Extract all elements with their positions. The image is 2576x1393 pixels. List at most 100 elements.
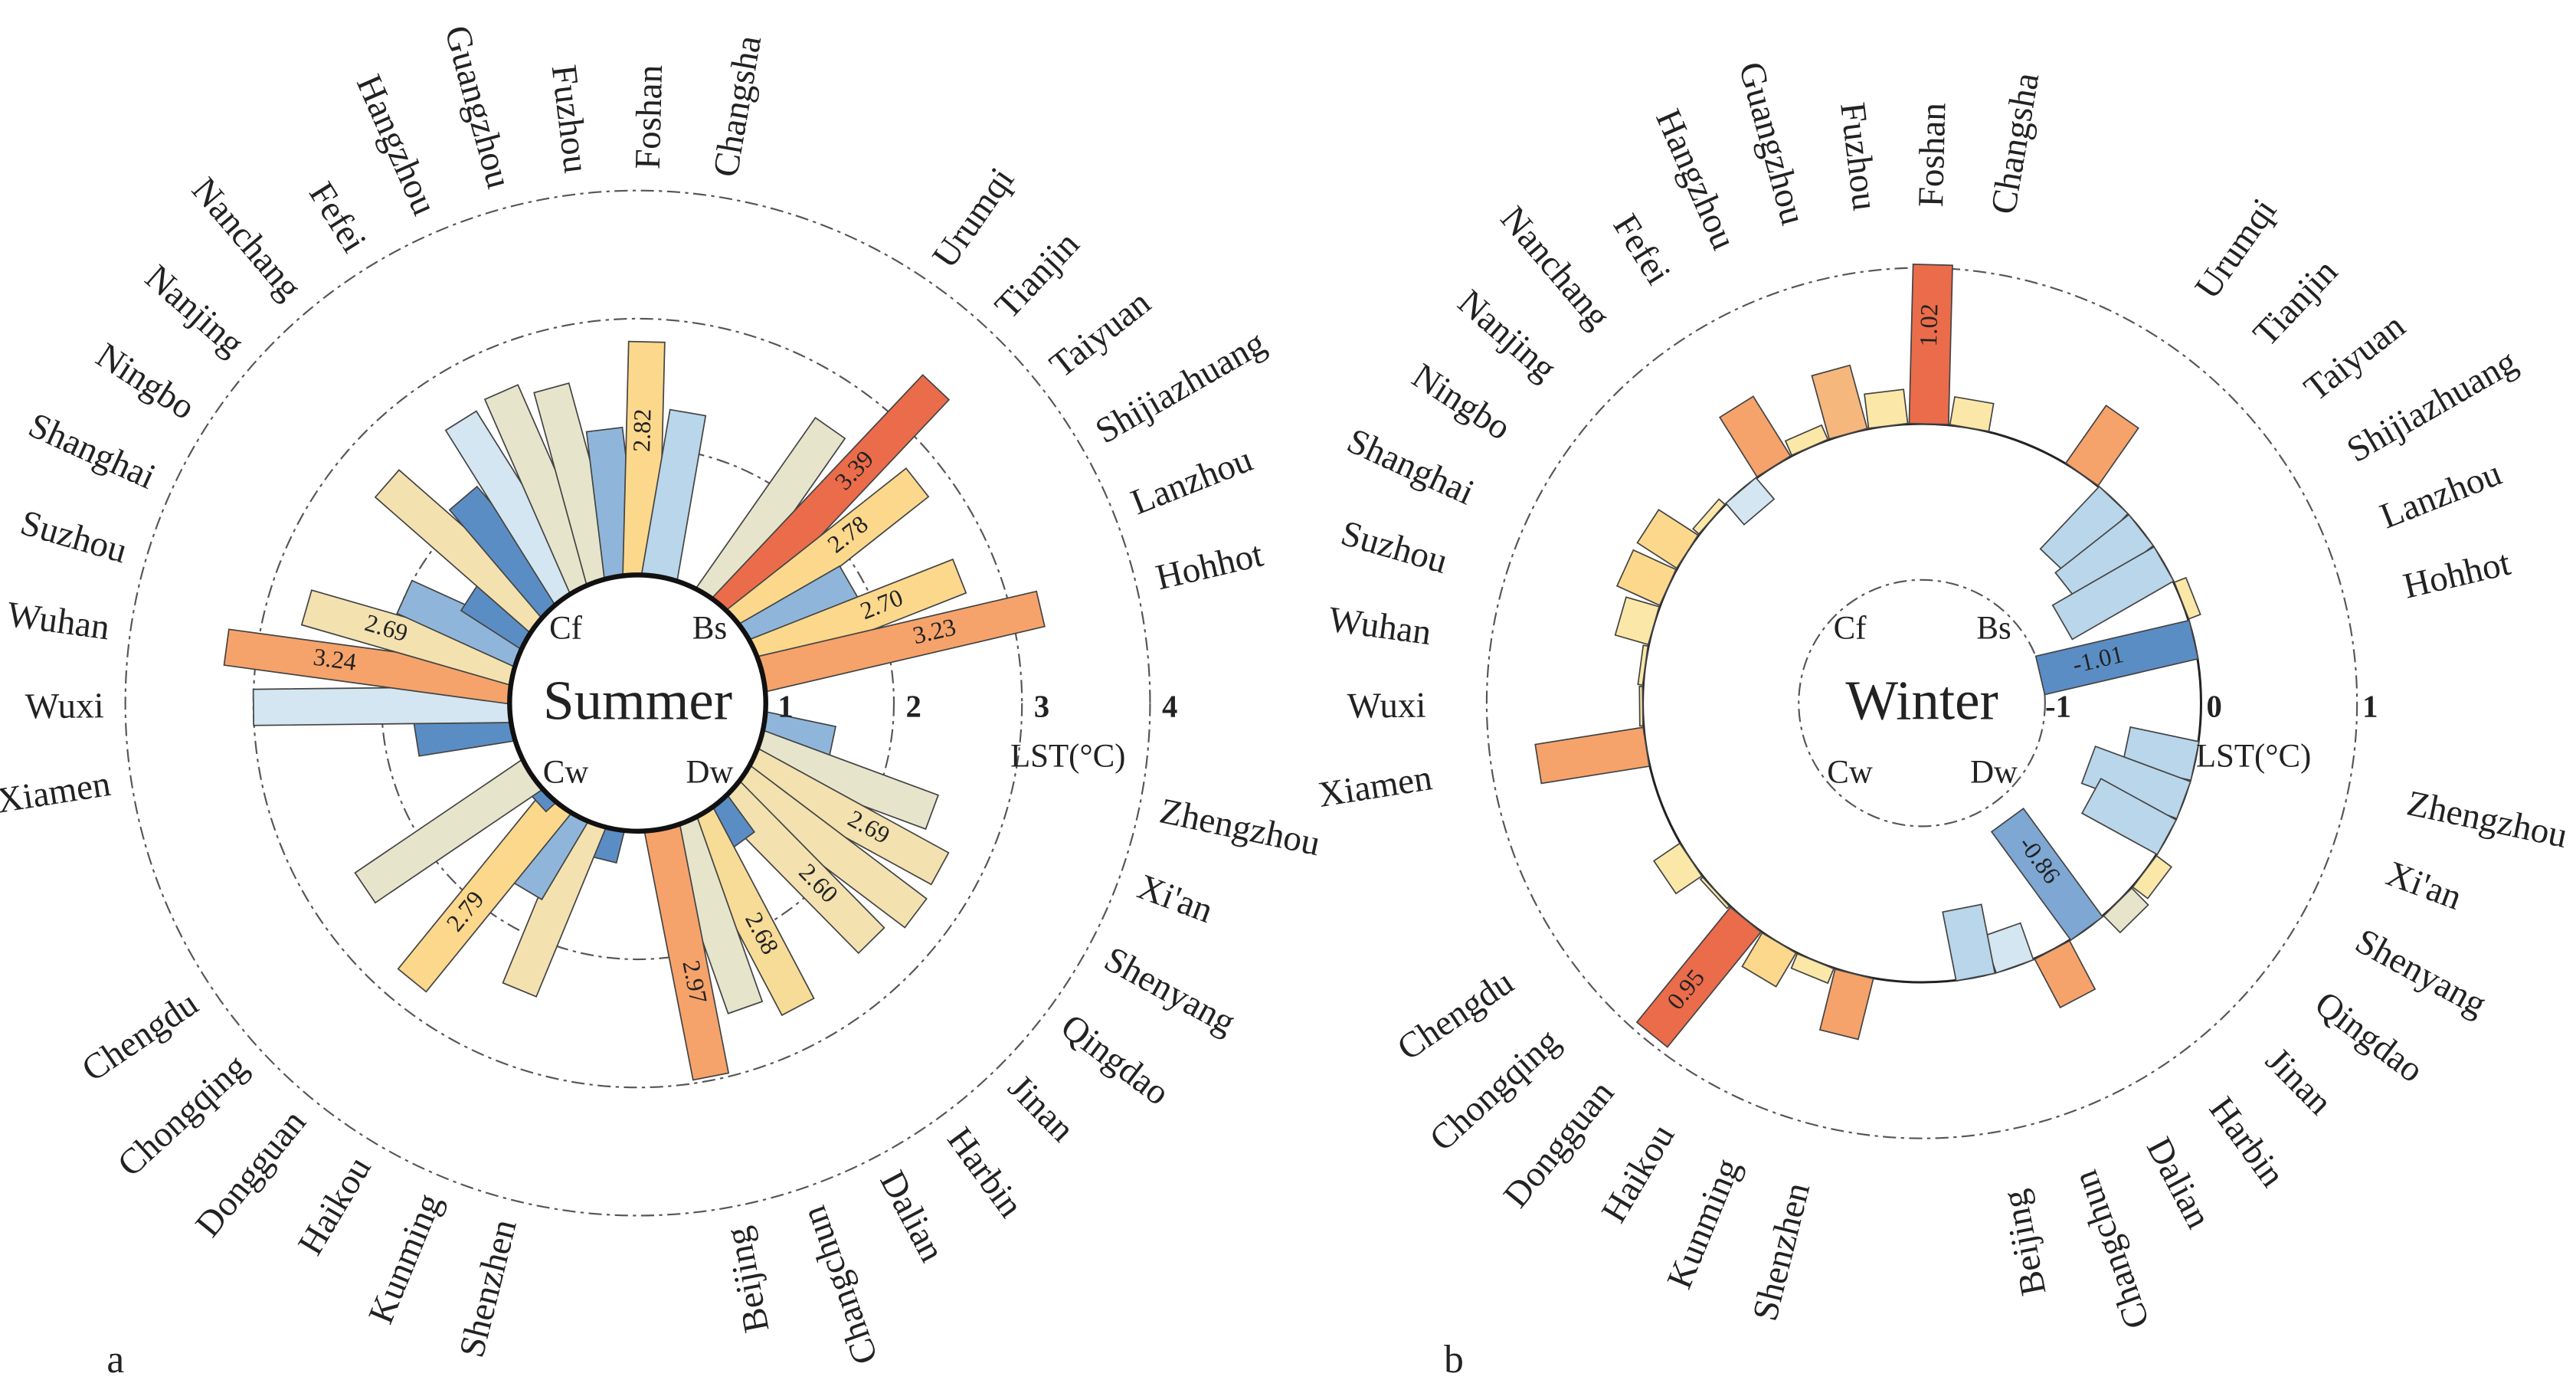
tick-label: 1: [2362, 689, 2378, 723]
grid-circle: [252, 317, 1023, 1089]
city-label: Suzhou: [16, 503, 131, 571]
city-label: Chengdu: [75, 983, 205, 1090]
city-label: Wuhan: [1326, 600, 1433, 654]
city-label: Nanjing: [1450, 282, 1564, 388]
bar: [1635, 906, 1763, 1048]
bar: [2034, 939, 2096, 1009]
city-label: Tianjin: [2246, 251, 2345, 354]
city-label: Harbin: [2201, 1090, 2293, 1194]
bar: [2051, 546, 2175, 641]
city-label: Fefei: [301, 175, 374, 260]
city-label: Dalian: [2139, 1131, 2219, 1234]
group-label: Cw: [1827, 754, 1873, 790]
city-label: Zhengzhou: [1157, 791, 1324, 864]
bar: [1638, 686, 1644, 727]
bar: [1990, 807, 2104, 942]
city-label: Shanghai: [1341, 421, 1480, 513]
bar: [1811, 364, 1868, 440]
city-label: Hohhot: [1152, 534, 1267, 598]
bar: [1699, 876, 1730, 910]
bar: [1636, 508, 1699, 569]
city-label: Nanchang: [184, 170, 309, 307]
tick-label: 0: [2206, 689, 2221, 723]
city-label: Ningbo: [1405, 356, 1517, 447]
bar: [2103, 887, 2149, 934]
city-label: Jinan: [2258, 1041, 2340, 1123]
group-label: Bs: [692, 610, 727, 646]
bar: [1534, 726, 1651, 785]
tick-label: 2: [906, 689, 921, 723]
city-label: Lanzhou: [1126, 439, 1259, 523]
bar: [2064, 405, 2139, 487]
tick-label: 4: [1162, 689, 1177, 723]
city-label: Taiyuan: [2297, 306, 2413, 408]
axis-label: LST(°C): [2196, 738, 2311, 774]
city-label: Kunming: [361, 1188, 450, 1329]
bar: [1614, 596, 1661, 646]
city-label: Dongguan: [188, 1103, 313, 1244]
city-label: Haikou: [1594, 1117, 1683, 1229]
panel-label: a: [106, 1338, 124, 1382]
value-label: 3.24: [312, 643, 358, 676]
city-label: Changsha: [1984, 70, 2047, 217]
bar: [2173, 576, 2201, 620]
city-label: Xi'an: [2381, 854, 2467, 918]
city-label: Shanghai: [23, 405, 162, 497]
city-label: Guangzhou: [1731, 57, 1814, 228]
city-label: Fuzhou: [1832, 100, 1885, 213]
bar: [1615, 549, 1678, 607]
axis-label: LST(°C): [1010, 738, 1125, 774]
group-label: Bs: [1976, 610, 2011, 646]
panel-label: b: [1444, 1338, 1464, 1382]
city-label: Wuxi: [25, 686, 104, 726]
bar: [1741, 932, 1797, 988]
grid-circle: [381, 446, 895, 961]
city-label: Urumqi: [2188, 192, 2285, 306]
city-label: Dalian: [872, 1165, 952, 1268]
city-label: Changsha: [705, 33, 769, 180]
city-label: Kunming: [1660, 1153, 1749, 1295]
city-label: Tianjin: [987, 225, 1087, 327]
city-label: Suzhou: [1337, 513, 1452, 582]
city-label: Shenyang: [2349, 921, 2493, 1024]
value-label: 1.02: [1914, 303, 1943, 347]
city-label: Ningbo: [89, 336, 201, 428]
city-label: Haikou: [290, 1150, 379, 1262]
grid-circle: [1798, 579, 2046, 828]
group-label: Cf: [1834, 610, 1867, 646]
bar: [1864, 388, 1909, 429]
city-label: Guangzhou: [437, 21, 519, 192]
city-label: Hohhot: [2400, 543, 2515, 607]
city-label: Changchun: [794, 1201, 886, 1369]
grid-circle: [124, 189, 1151, 1217]
bar: [1652, 842, 1703, 895]
bar: [2080, 778, 2178, 856]
city-label: Urumqi: [925, 160, 1022, 275]
inner-circle: [507, 572, 768, 834]
bar: [1637, 644, 1649, 687]
city-label: Wuxi: [1347, 686, 1425, 726]
bar: [1942, 903, 1996, 982]
city-label: Nanjing: [138, 257, 252, 364]
center-title: Winter: [1845, 670, 1998, 732]
city-label: Foshan: [1911, 102, 1953, 208]
tick-label: 3: [1034, 689, 1049, 723]
city-label: Shenzhen: [1745, 1178, 1818, 1324]
bar: [1784, 424, 1829, 457]
city-label: Xi'an: [1132, 867, 1218, 931]
center-title: Summer: [543, 670, 732, 732]
bar: [2034, 619, 2199, 696]
city-label: Beijing: [1995, 1187, 2054, 1299]
bar: [1790, 952, 1835, 985]
city-label: Lanzhou: [2375, 453, 2507, 536]
bar: [1908, 264, 1953, 425]
city-label: Fuzhou: [544, 63, 597, 175]
group-label: Cw: [543, 754, 589, 790]
city-label: Xiamen: [0, 764, 113, 821]
city-label: Wuhan: [5, 595, 112, 648]
city-label: Changchun: [2065, 1165, 2158, 1334]
group-label: Cf: [549, 610, 583, 646]
city-label: Qingdao: [2307, 984, 2430, 1090]
bar: [1692, 498, 1727, 536]
city-label: Qingdao: [1053, 1006, 1177, 1113]
